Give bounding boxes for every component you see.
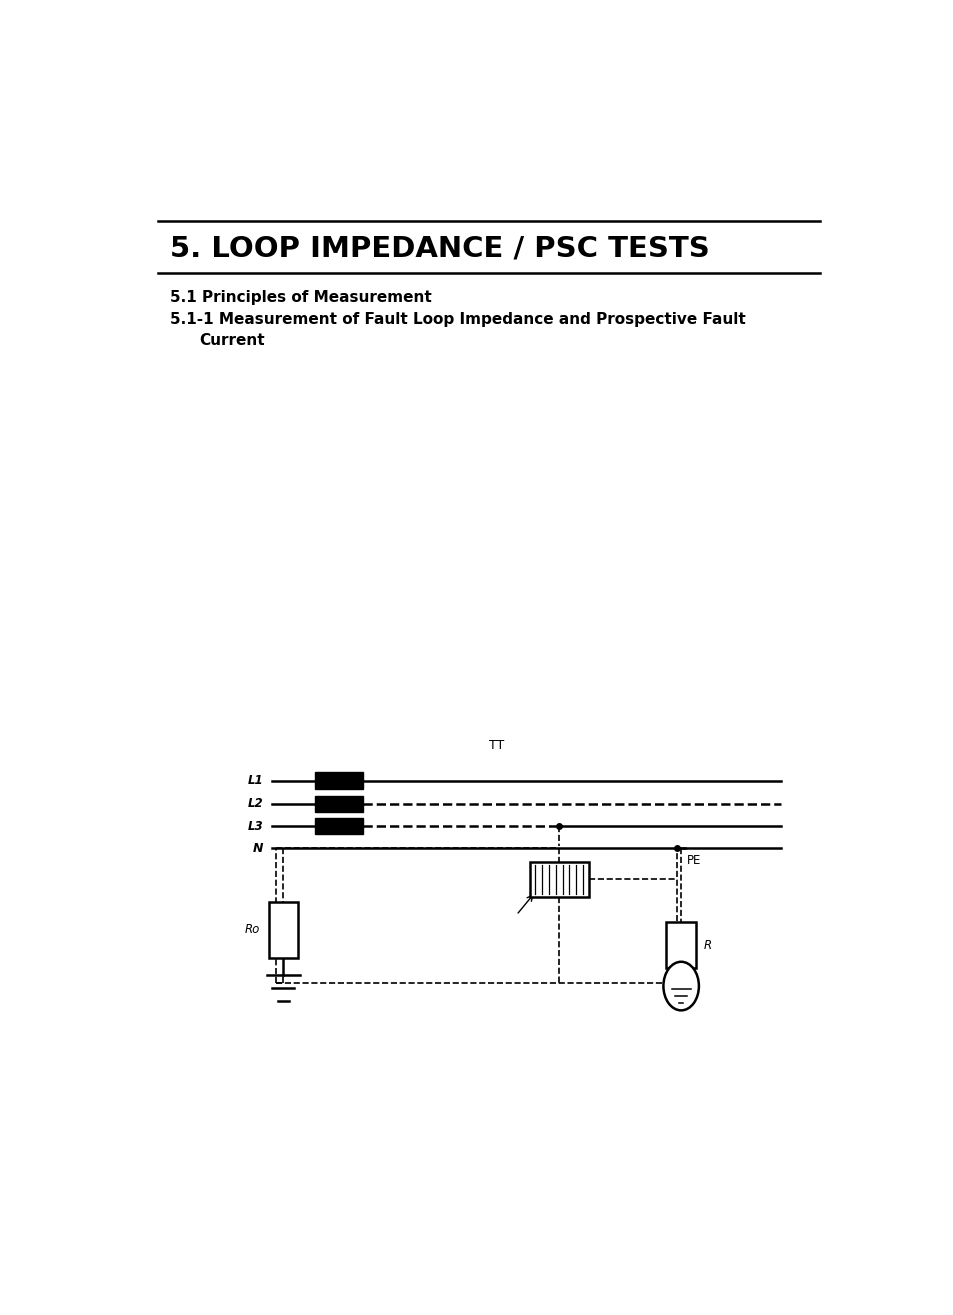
Text: L2: L2 — [248, 797, 263, 810]
Bar — [529, 861, 588, 897]
Text: Ro: Ro — [244, 923, 259, 936]
Bar — [314, 772, 363, 789]
Bar — [269, 902, 298, 957]
Bar — [314, 818, 363, 834]
Text: R: R — [702, 939, 711, 952]
Bar — [665, 922, 696, 968]
Text: 5.1-1 Measurement of Fault Loop Impedance and Prospective Fault: 5.1-1 Measurement of Fault Loop Impedanc… — [170, 312, 744, 327]
Text: PE: PE — [686, 855, 700, 868]
Text: L3: L3 — [248, 819, 263, 832]
Bar — [314, 796, 363, 811]
Text: TT: TT — [488, 739, 503, 752]
Text: Current: Current — [199, 333, 264, 347]
Text: N: N — [253, 842, 263, 855]
Circle shape — [662, 961, 699, 1010]
Text: 5.1 Principles of Measurement: 5.1 Principles of Measurement — [170, 291, 431, 305]
Text: L1: L1 — [248, 775, 263, 786]
Text: 5. LOOP IMPEDANCE / PSC TESTS: 5. LOOP IMPEDANCE / PSC TESTS — [170, 235, 708, 263]
